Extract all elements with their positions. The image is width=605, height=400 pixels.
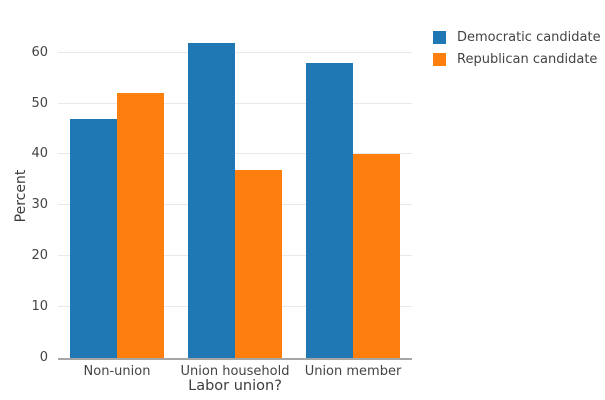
y-axis-title: Percent (13, 169, 29, 223)
legend-label: Democratic candidate (457, 30, 601, 45)
bar-union-member-republican[interactable] (353, 154, 400, 358)
x-tick-label-union-household: Union household (180, 364, 290, 379)
legend-swatch-icon (433, 53, 446, 66)
legend-label: Republican candidate (457, 52, 598, 67)
gridline-y-50 (58, 102, 412, 104)
x-tick-label-union-member: Union member (304, 364, 402, 379)
legend: Democratic candidate Republican candidate (433, 31, 601, 75)
bar-union-member-democratic[interactable] (306, 62, 353, 358)
y-tick-label-40: 40 (31, 146, 48, 162)
x-axis-title: Labor union? (188, 378, 282, 394)
plot-area (58, 30, 412, 358)
bar-non-union-republican[interactable] (117, 93, 164, 358)
y-tick-label-30: 30 (31, 197, 48, 213)
gridline-y-40 (58, 153, 412, 155)
legend-item-republican[interactable]: Republican candidate (433, 53, 601, 66)
gridline-y-60 (58, 51, 412, 53)
bar-union-household-republican[interactable] (235, 169, 282, 358)
legend-item-democratic[interactable]: Democratic candidate (433, 31, 601, 44)
y-tick-label-0: 0 (39, 350, 48, 365)
y-tick-label-50: 50 (31, 95, 48, 111)
bar-non-union-democratic[interactable] (70, 118, 117, 358)
x-tick-label-non-union: Non-union (83, 364, 151, 379)
bar-union-household-democratic[interactable] (188, 42, 235, 358)
x-axis-line (58, 358, 412, 360)
legend-swatch-icon (433, 31, 446, 44)
y-tick-label-60: 60 (31, 44, 48, 60)
y-tick-label-10: 10 (31, 299, 48, 315)
y-tick-label-20: 20 (31, 248, 48, 264)
